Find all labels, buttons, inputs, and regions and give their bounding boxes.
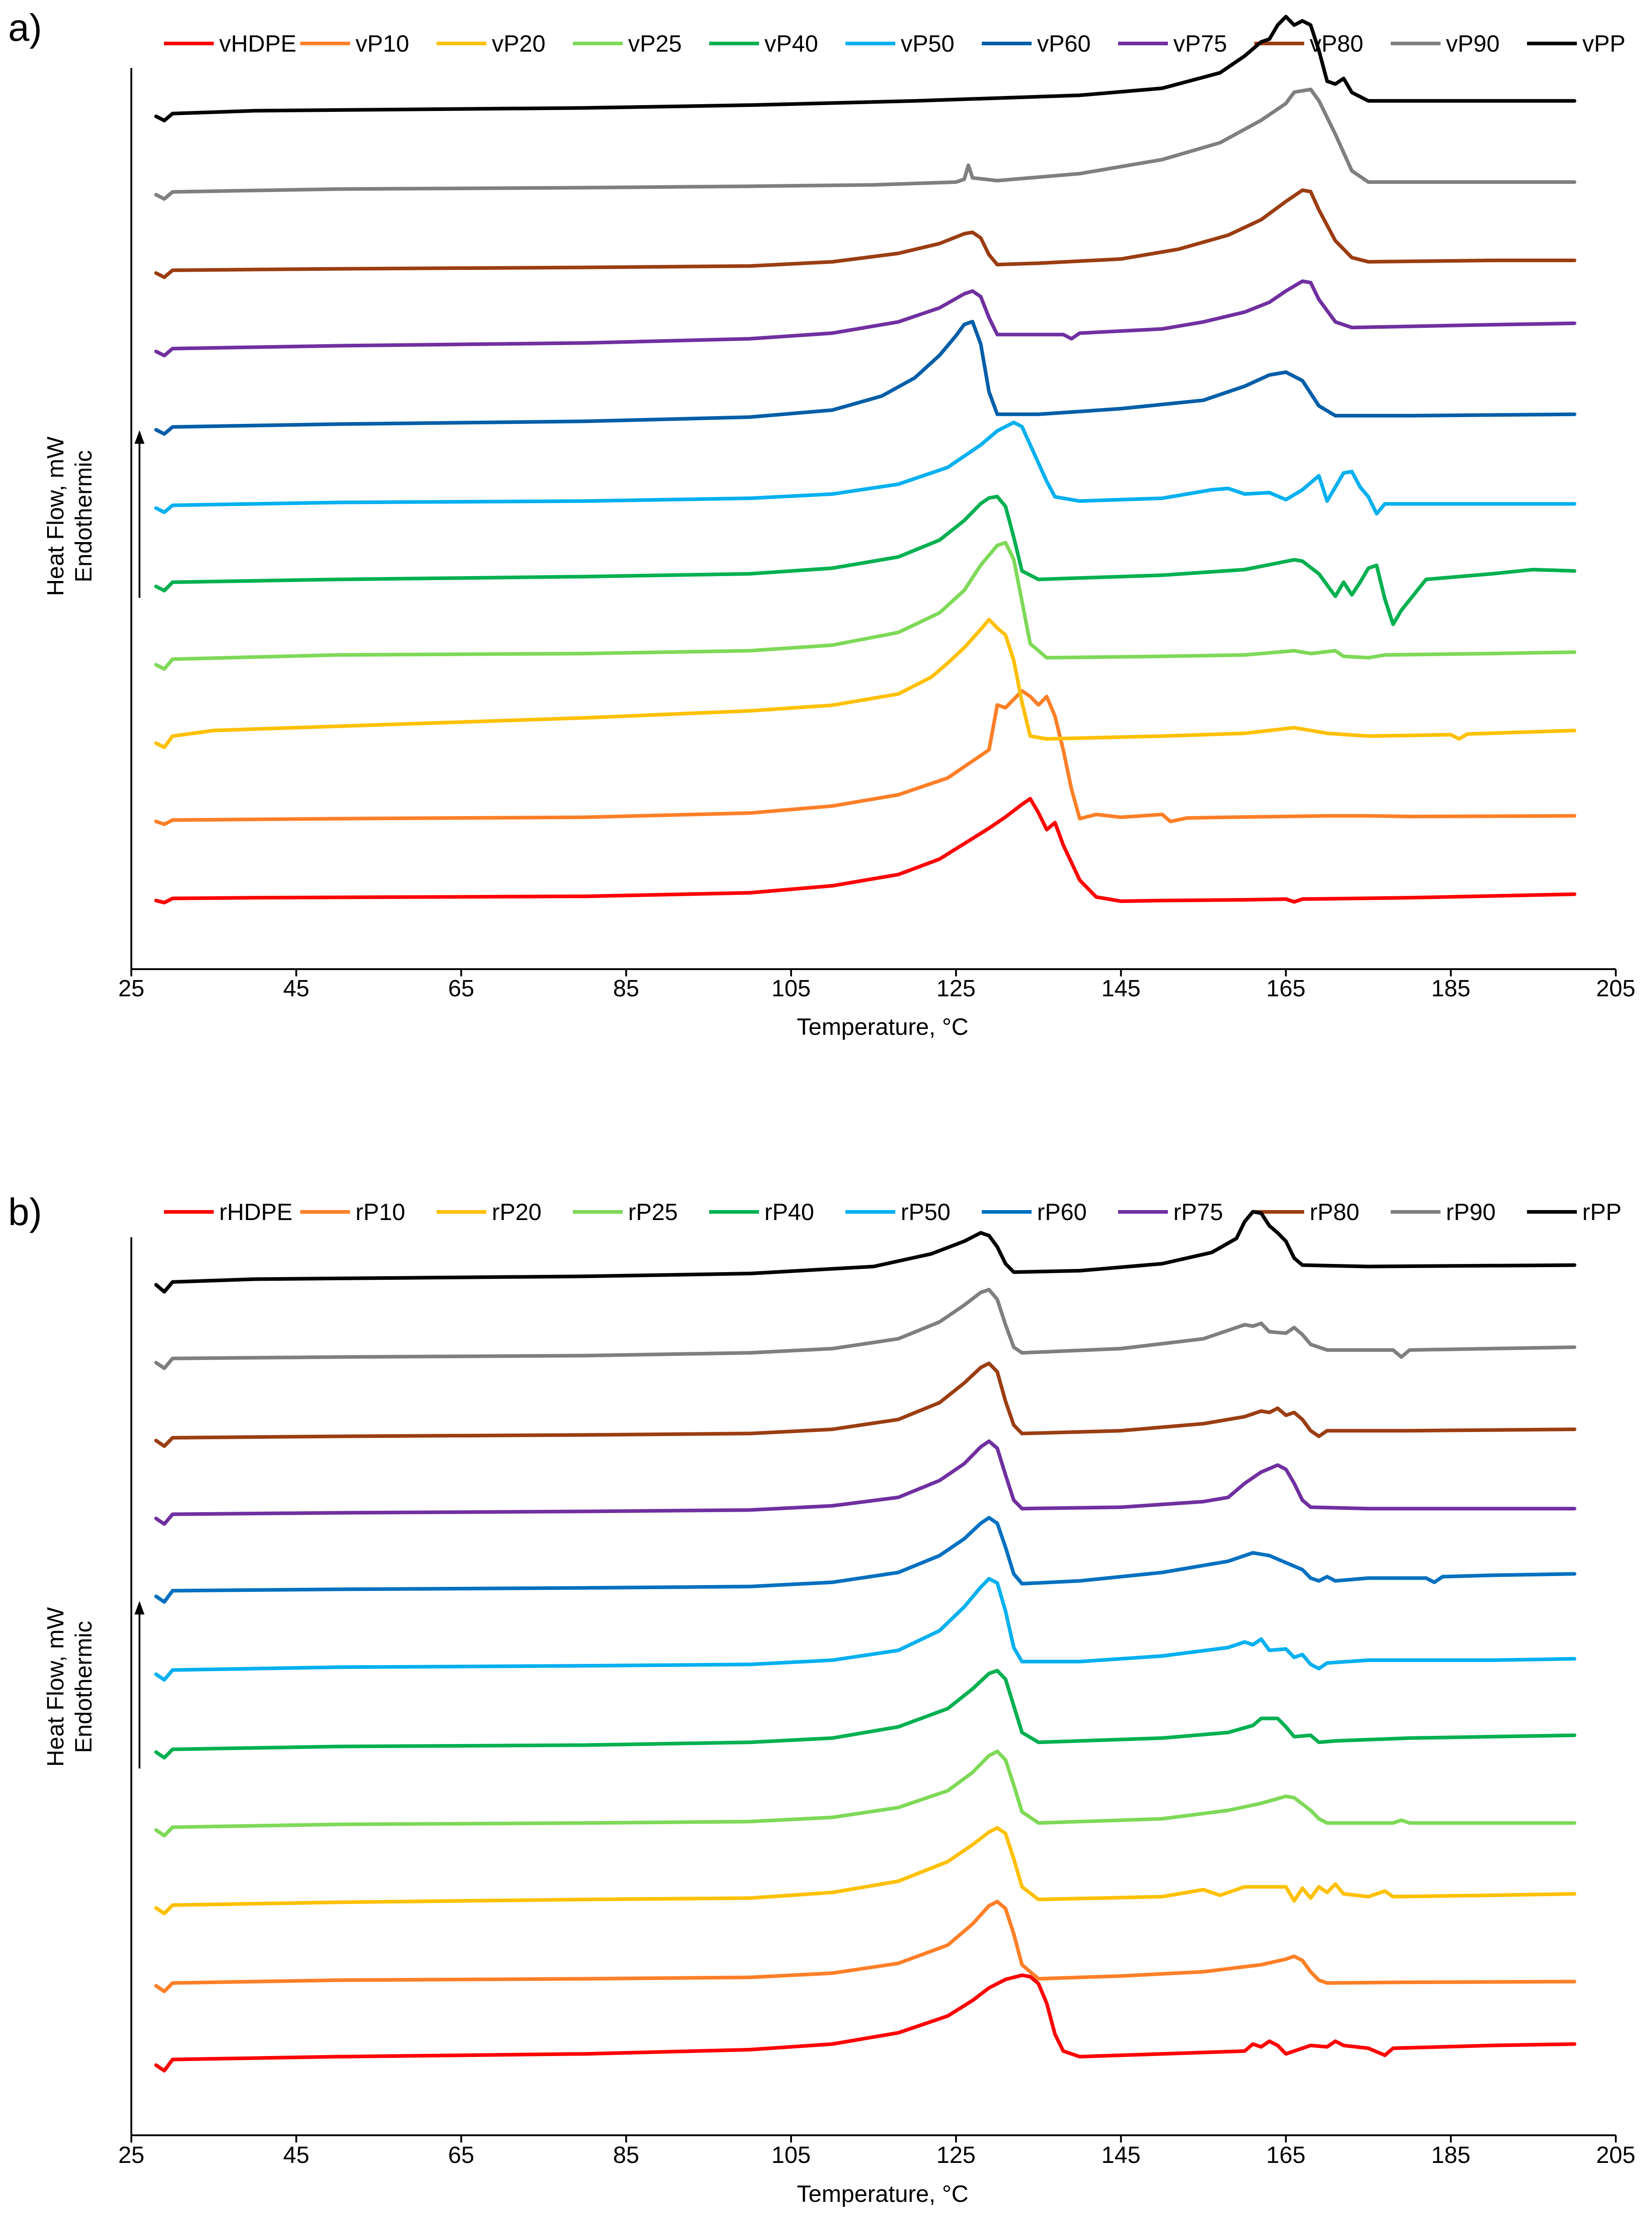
x-tick-label-a-45: 45 bbox=[283, 975, 309, 1002]
curve-vP25 bbox=[154, 541, 1576, 671]
curve-vHDPE bbox=[154, 797, 1576, 905]
legend-label-rP75: rP75 bbox=[1173, 1199, 1223, 1225]
x-tick-label-a-145: 145 bbox=[1101, 975, 1141, 1002]
legend-label-rP25: rP25 bbox=[628, 1199, 678, 1225]
curve-rP40 bbox=[154, 1669, 1576, 1760]
x-tick-label-a-105: 105 bbox=[772, 975, 811, 1002]
legend-label-rP50: rP50 bbox=[901, 1199, 951, 1225]
legend-label-vPP: vPP bbox=[1582, 31, 1625, 57]
legend-label-rHDPE: rHDPE bbox=[219, 1199, 293, 1225]
legend-label-rP20: rP20 bbox=[492, 1199, 542, 1225]
curve-vPP bbox=[154, 14, 1576, 123]
curve-rP75 bbox=[154, 1439, 1576, 1526]
curve-vP50 bbox=[154, 420, 1576, 516]
legend-label-vP25: vP25 bbox=[628, 31, 682, 57]
curve-vP20 bbox=[154, 618, 1576, 750]
panel-a: a) vHDPE vP10 vP20 vP25 vP40 vP50 vP60 vP75 vP80 v… bbox=[8, 6, 1635, 1040]
x-tick-label-a-125: 125 bbox=[936, 975, 976, 1002]
curve-rP60 bbox=[154, 1516, 1576, 1604]
endothermic-arrowhead-a bbox=[134, 430, 144, 444]
legend-label-vP40: vP40 bbox=[764, 31, 818, 57]
x-tick-label-b-205: 205 bbox=[1596, 2142, 1636, 2168]
x-tick-label-a-205: 205 bbox=[1596, 975, 1636, 1002]
x-tick-label-b-145: 145 bbox=[1101, 2142, 1141, 2168]
y-axis-note-a: Endothermic bbox=[71, 450, 97, 582]
legend-label-rP40: rP40 bbox=[764, 1199, 814, 1225]
curve-rPP bbox=[154, 1210, 1576, 1294]
endothermic-arrowhead-b bbox=[134, 1601, 144, 1614]
x-tick-label-b-85: 85 bbox=[613, 2142, 639, 2168]
legend-label-vP60: vP60 bbox=[1037, 31, 1091, 57]
curve-vP90 bbox=[154, 87, 1576, 201]
panel-label-b: b) bbox=[8, 1191, 42, 1233]
x-axis-title-a: Temperature, °C bbox=[797, 1014, 968, 1040]
x-tick-label-b-105: 105 bbox=[772, 2142, 811, 2168]
curve-vP80 bbox=[154, 188, 1576, 279]
panel-label-a: a) bbox=[8, 6, 42, 49]
curve-vP60 bbox=[154, 320, 1576, 436]
legend-label-rP80: rP80 bbox=[1310, 1199, 1359, 1225]
panel-b: b) rHDPE rP10 rP20 rP25 rP40 rP50 rP60 rP75 rP80 r… bbox=[8, 1191, 1635, 2207]
x-tick-label-b-125: 125 bbox=[936, 2142, 976, 2168]
curve-vP10 bbox=[154, 689, 1576, 826]
x-axis-title-b: Temperature, °C bbox=[797, 2181, 968, 2207]
legend-label-vP20: vP20 bbox=[492, 31, 546, 57]
curve-rHDPE bbox=[154, 1973, 1576, 2073]
legend-label-vHDPE: vHDPE bbox=[219, 31, 296, 57]
legend-label-vP90: vP90 bbox=[1446, 31, 1500, 57]
x-tick-label-b-65: 65 bbox=[448, 2142, 475, 2168]
legend-label-vP50: vP50 bbox=[901, 31, 955, 57]
legend-label-rP60: rP60 bbox=[1037, 1199, 1087, 1225]
y-axis-title-b: Heat Flow, mW bbox=[43, 1607, 69, 1767]
x-tick-label-a-85: 85 bbox=[613, 975, 639, 1002]
legend-label-rPP: rPP bbox=[1582, 1199, 1622, 1225]
x-tick-label-a-25: 25 bbox=[118, 975, 144, 1002]
x-tick-label-a-185: 185 bbox=[1431, 975, 1470, 1002]
y-axis-title-a: Heat Flow, mW bbox=[43, 437, 69, 596]
x-tick-label-b-165: 165 bbox=[1266, 2142, 1306, 2168]
x-tick-label-b-185: 185 bbox=[1431, 2142, 1470, 2168]
x-tick-label-a-65: 65 bbox=[448, 975, 475, 1002]
legend-label-rP90: rP90 bbox=[1446, 1199, 1496, 1225]
curve-rP50 bbox=[154, 1577, 1576, 1682]
legend-label-rP10: rP10 bbox=[355, 1199, 405, 1225]
curve-rP90 bbox=[154, 1288, 1576, 1370]
legend-label-vP75: vP75 bbox=[1173, 31, 1227, 57]
y-axis-note-b: Endothermic bbox=[71, 1621, 97, 1753]
x-tick-label-b-45: 45 bbox=[283, 2142, 309, 2168]
x-tick-label-b-25: 25 bbox=[118, 2142, 144, 2168]
curve-rP80 bbox=[154, 1361, 1576, 1448]
x-tick-label-a-165: 165 bbox=[1266, 975, 1306, 1002]
curve-vP75 bbox=[154, 279, 1576, 358]
curve-rP25 bbox=[154, 1749, 1576, 1838]
curve-rP10 bbox=[154, 1899, 1576, 1994]
legend-label-vP10: vP10 bbox=[355, 31, 409, 57]
curve-vP40 bbox=[154, 495, 1576, 626]
curve-rP20 bbox=[154, 1826, 1576, 1916]
